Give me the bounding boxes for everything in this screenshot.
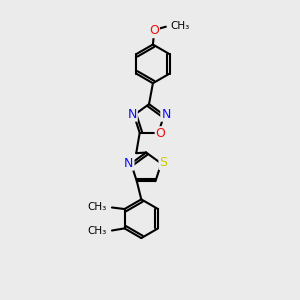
Text: CH₃: CH₃: [171, 21, 190, 31]
Text: O: O: [156, 127, 166, 140]
Text: CH₃: CH₃: [88, 226, 107, 236]
Text: N: N: [127, 108, 137, 121]
Text: N: N: [161, 108, 171, 121]
Text: S: S: [160, 156, 167, 169]
Text: CH₃: CH₃: [88, 202, 107, 212]
Text: N: N: [124, 157, 134, 169]
Text: O: O: [149, 24, 159, 37]
